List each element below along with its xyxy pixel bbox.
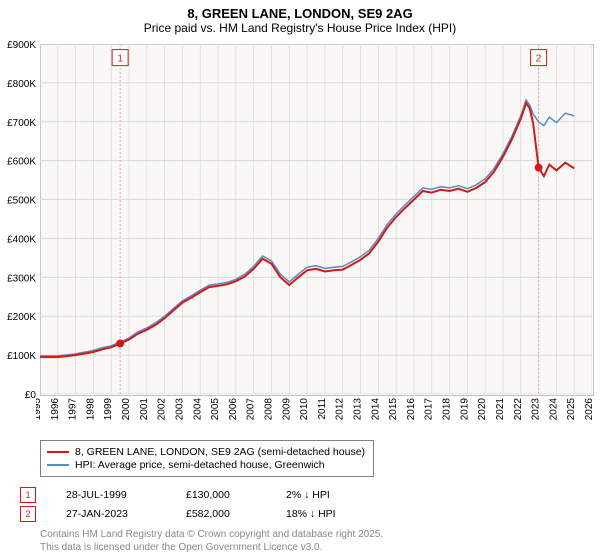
svg-text:£100K: £100K	[7, 351, 36, 362]
attribution-line-1: Contains HM Land Registry data © Crown c…	[40, 528, 383, 541]
svg-text:£200K: £200K	[7, 312, 36, 323]
attribution-line-2: This data is licensed under the Open Gov…	[40, 541, 383, 554]
svg-text:2006: 2006	[228, 398, 239, 421]
svg-text:2000: 2000	[121, 398, 132, 421]
legend-box: 8, GREEN LANE, LONDON, SE9 2AG (semi-det…	[40, 440, 374, 477]
marker-badge-2: 2	[20, 506, 36, 522]
svg-text:2008: 2008	[263, 398, 274, 421]
svg-text:£500K: £500K	[7, 196, 36, 207]
marker-badge-1: 1	[20, 487, 36, 503]
legend-swatch-2	[47, 464, 69, 466]
svg-text:£800K: £800K	[7, 79, 36, 90]
svg-text:2001: 2001	[139, 398, 150, 421]
chart-subtitle: Price paid vs. HM Land Registry's House …	[0, 21, 600, 39]
svg-text:2005: 2005	[210, 398, 221, 421]
svg-text:£300K: £300K	[7, 273, 36, 284]
svg-text:1996: 1996	[50, 398, 61, 421]
svg-text:2011: 2011	[317, 398, 328, 420]
svg-text:2002: 2002	[157, 398, 168, 421]
y-axis: £0 £100K £200K £300K £400K £500K £600K £700K £80…	[0, 40, 40, 398]
svg-text:2016: 2016	[406, 398, 417, 421]
svg-text:2026: 2026	[584, 398, 595, 421]
marker-row-1: 1 28-JUL-1999 £130,000 2% ↓ HPI	[20, 487, 336, 503]
svg-text:2007: 2007	[246, 398, 257, 421]
svg-text:2014: 2014	[370, 398, 381, 421]
marker-delta-2: 18% ↓ HPI	[286, 508, 336, 520]
svg-text:£700K: £700K	[7, 118, 36, 129]
svg-text:£900K: £900K	[7, 40, 36, 51]
svg-text:1995: 1995	[36, 398, 43, 421]
svg-text:2024: 2024	[548, 398, 559, 421]
chart-container: 8, GREEN LANE, LONDON, SE9 2AG Price pai…	[0, 0, 600, 560]
chart-svg: 12	[40, 44, 592, 394]
svg-text:2021: 2021	[495, 398, 506, 421]
x-axis: 1995 1996 1997 1998 1999 2000 2001 2002 2003 2004…	[36, 394, 596, 440]
svg-text:2009: 2009	[281, 398, 292, 421]
marker-table: 1 28-JUL-1999 £130,000 2% ↓ HPI 2 27-JAN…	[20, 484, 336, 525]
svg-text:2015: 2015	[388, 398, 399, 421]
svg-text:2022: 2022	[513, 398, 524, 421]
marker-price-1: £130,000	[186, 489, 256, 501]
marker-row-2: 2 27-JAN-2023 £582,000 18% ↓ HPI	[20, 506, 336, 522]
svg-text:1999: 1999	[103, 398, 114, 421]
legend-label-2: HPI: Average price, semi-detached house,…	[75, 459, 325, 471]
svg-text:2020: 2020	[477, 398, 488, 421]
svg-text:2025: 2025	[566, 398, 577, 421]
svg-text:1997: 1997	[68, 398, 79, 421]
marker-date-2: 27-JAN-2023	[66, 508, 156, 520]
chart-title: 8, GREEN LANE, LONDON, SE9 2AG	[0, 0, 600, 21]
svg-text:2: 2	[536, 54, 542, 65]
chart-plot-area: 12	[40, 44, 592, 394]
svg-text:1998: 1998	[85, 398, 96, 421]
legend-item-1: 8, GREEN LANE, LONDON, SE9 2AG (semi-det…	[47, 446, 367, 458]
svg-text:2010: 2010	[299, 398, 310, 421]
svg-text:2018: 2018	[442, 398, 453, 421]
svg-text:2013: 2013	[353, 398, 364, 421]
svg-text:2004: 2004	[192, 398, 203, 421]
marker-delta-1: 2% ↓ HPI	[286, 489, 330, 501]
svg-text:2019: 2019	[459, 398, 470, 421]
svg-text:£0: £0	[25, 390, 37, 398]
legend-item-2: HPI: Average price, semi-detached house,…	[47, 459, 367, 471]
marker-date-1: 28-JUL-1999	[66, 489, 156, 501]
svg-text:£600K: £600K	[7, 157, 36, 168]
svg-text:2017: 2017	[424, 398, 435, 421]
svg-text:2003: 2003	[174, 398, 185, 421]
svg-text:£400K: £400K	[7, 234, 36, 245]
svg-text:2023: 2023	[531, 398, 542, 421]
legend-swatch-1	[47, 451, 69, 453]
attribution: Contains HM Land Registry data © Crown c…	[40, 528, 383, 554]
marker-price-2: £582,000	[186, 508, 256, 520]
svg-text:1: 1	[117, 54, 123, 65]
svg-text:2012: 2012	[335, 398, 346, 421]
legend-label-1: 8, GREEN LANE, LONDON, SE9 2AG (semi-det…	[75, 446, 365, 458]
